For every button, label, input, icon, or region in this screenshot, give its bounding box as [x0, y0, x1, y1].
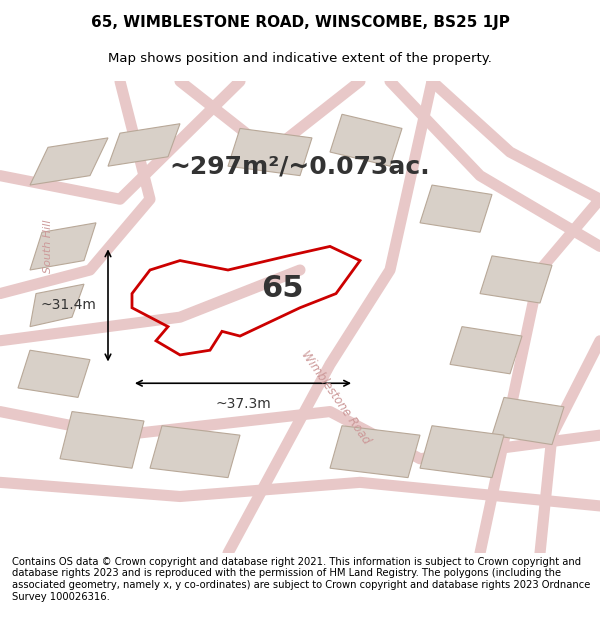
- Polygon shape: [330, 114, 402, 166]
- Text: 65, WIMBLESTONE ROAD, WINSCOMBE, BS25 1JP: 65, WIMBLESTONE ROAD, WINSCOMBE, BS25 1J…: [91, 15, 509, 30]
- Polygon shape: [60, 411, 144, 468]
- Polygon shape: [492, 398, 564, 444]
- Polygon shape: [420, 185, 492, 232]
- Polygon shape: [450, 327, 522, 374]
- Polygon shape: [228, 129, 312, 176]
- Polygon shape: [420, 426, 504, 478]
- Polygon shape: [18, 350, 90, 398]
- Text: ~31.4m: ~31.4m: [40, 298, 96, 312]
- Polygon shape: [108, 124, 180, 166]
- Text: ~37.3m: ~37.3m: [215, 398, 271, 411]
- Text: Map shows position and indicative extent of the property.: Map shows position and indicative extent…: [108, 52, 492, 65]
- Text: Wimblestone Road: Wimblestone Road: [299, 348, 373, 447]
- Text: 65: 65: [261, 274, 303, 303]
- Text: Contains OS data © Crown copyright and database right 2021. This information is : Contains OS data © Crown copyright and d…: [12, 557, 590, 601]
- Polygon shape: [30, 138, 108, 185]
- Polygon shape: [30, 284, 84, 327]
- Text: ~297m²/~0.073ac.: ~297m²/~0.073ac.: [170, 154, 430, 178]
- Text: South Hill: South Hill: [43, 219, 53, 273]
- Polygon shape: [30, 222, 96, 270]
- Polygon shape: [330, 426, 420, 478]
- Polygon shape: [150, 426, 240, 478]
- Polygon shape: [480, 256, 552, 303]
